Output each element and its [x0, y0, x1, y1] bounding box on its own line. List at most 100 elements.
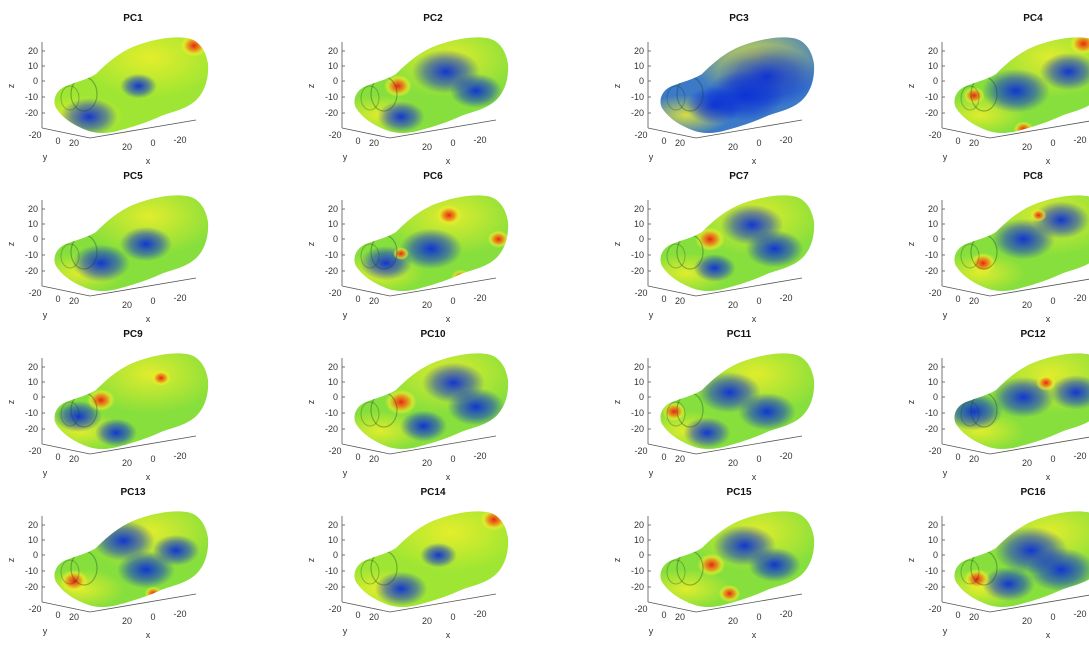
surface [660, 511, 815, 608]
surface [954, 353, 1089, 450]
y-tick-label: 0 [55, 136, 60, 146]
y-axis-label: y [43, 310, 48, 320]
z-axis-label: z [306, 241, 316, 246]
x-tick-label: 20 [422, 142, 432, 152]
x-tick-label: -20 [173, 451, 186, 461]
y-axis-label: y [649, 626, 654, 636]
y-tick-label: -20 [634, 288, 647, 298]
axes: 20 10 0 -10 -20 z -20 0 20 y 20 0 -20 x [612, 358, 803, 482]
z-tick-label: 0 [333, 392, 338, 402]
x-tick-label: 20 [122, 142, 132, 152]
y-tick-label: 20 [69, 138, 79, 148]
panel-pc6: PC6 20 10 0 -10 -20 z -20 0 20 y 20 0 -20 x [306, 171, 509, 324]
x-tick-label: 20 [122, 300, 132, 310]
z-tick-label: -20 [631, 582, 644, 592]
z-tick-label: -10 [25, 566, 38, 576]
z-tick-label: 10 [928, 61, 938, 71]
surface [660, 353, 815, 450]
y-tick-label: 0 [355, 610, 360, 620]
x-axis-label: x [446, 156, 451, 166]
y-tick-label: 0 [661, 294, 666, 304]
y-tick-label: -20 [928, 604, 941, 614]
axes: 20 10 0 -10 -20 z -20 0 20 y 20 0 -20 x [306, 200, 497, 324]
axes: 20 10 0 -10 -20 z -20 0 20 y 20 0 -20 x [6, 516, 197, 640]
x-tick-label: 0 [756, 138, 761, 148]
y-tick-label: 20 [369, 612, 379, 622]
y-tick-label: 0 [955, 294, 960, 304]
y-tick-label: 0 [661, 610, 666, 620]
z-tick-label: -10 [25, 92, 38, 102]
z-tick-label: -20 [325, 266, 338, 276]
z-tick-label: 0 [933, 234, 938, 244]
z-tick-label: 0 [639, 234, 644, 244]
z-tick-label: -10 [25, 250, 38, 260]
x-tick-label: -20 [1073, 451, 1086, 461]
x-axis-label: x [752, 472, 757, 482]
panel-pc7: PC7 20 10 0 -10 -20 z -20 0 20 y 20 0 -20 x [612, 171, 815, 324]
y-tick-label: 20 [969, 454, 979, 464]
y-axis-label: y [343, 310, 348, 320]
surface [54, 511, 209, 608]
z-tick-label: 10 [28, 61, 38, 71]
y-tick-label: -20 [634, 604, 647, 614]
z-tick-label: 0 [33, 76, 38, 86]
z-tick-label: -10 [631, 92, 644, 102]
panel-pc10: PC10 20 10 0 -10 -20 z -20 0 20 y 20 0 -20 x [306, 329, 509, 482]
axes: 20 10 0 -10 -20 z -20 0 20 y 20 0 -20 x [612, 516, 803, 640]
z-axis-label: z [906, 557, 916, 562]
z-tick-label: 10 [634, 535, 644, 545]
x-tick-label: -20 [473, 609, 486, 619]
x-tick-label: 20 [1022, 300, 1032, 310]
panel-title: PC15 [726, 487, 751, 498]
y-tick-label: -20 [634, 130, 647, 140]
x-axis-label: x [146, 472, 151, 482]
y-tick-label: 0 [55, 294, 60, 304]
x-tick-label: 20 [1022, 616, 1032, 626]
z-tick-label: -20 [25, 424, 38, 434]
z-tick-label: 10 [634, 377, 644, 387]
y-tick-label: 0 [55, 452, 60, 462]
x-tick-label: 0 [150, 138, 155, 148]
y-tick-label: 0 [661, 452, 666, 462]
z-tick-label: 20 [928, 204, 938, 214]
surface [54, 37, 209, 134]
x-axis-label: x [752, 156, 757, 166]
z-tick-label: -10 [631, 408, 644, 418]
axes: 20 10 0 -10 -20 z -20 0 20 y 20 0 -20 x [612, 200, 803, 324]
x-axis-label: x [446, 630, 451, 640]
x-tick-label: -20 [1073, 135, 1086, 145]
z-axis-label: z [306, 83, 316, 88]
z-axis-label: z [306, 557, 316, 562]
x-tick-label: 0 [756, 612, 761, 622]
z-tick-label: 20 [634, 362, 644, 372]
y-axis-label: y [649, 468, 654, 478]
x-tick-label: 20 [422, 616, 432, 626]
x-axis-label: x [146, 314, 151, 324]
z-tick-label: 10 [928, 535, 938, 545]
y-tick-label: 0 [955, 452, 960, 462]
y-tick-label: -20 [328, 130, 341, 140]
panel-pc3: PC3 20 10 0 -10 -20 z -20 0 20 y 20 0 -20 x [612, 13, 815, 166]
surface [954, 511, 1089, 608]
surface [354, 353, 509, 450]
y-axis-label: y [43, 468, 48, 478]
z-tick-label: -10 [25, 408, 38, 418]
z-tick-label: 0 [639, 392, 644, 402]
panel-title: PC16 [1020, 487, 1045, 498]
z-tick-label: -20 [631, 108, 644, 118]
y-tick-label: 20 [675, 138, 685, 148]
panel-pc4: PC4 20 10 0 -10 -20 z -20 0 20 y 20 0 -20 x [906, 13, 1089, 166]
z-axis-label: z [6, 557, 16, 562]
x-tick-label: 20 [728, 300, 738, 310]
z-tick-label: -10 [325, 408, 338, 418]
z-tick-label: 20 [328, 362, 338, 372]
z-tick-label: -10 [631, 250, 644, 260]
z-tick-label: 20 [634, 46, 644, 56]
surface [54, 353, 209, 450]
x-tick-label: 0 [1050, 138, 1055, 148]
y-tick-label: 20 [675, 296, 685, 306]
z-tick-label: 20 [328, 520, 338, 530]
panel-title: PC13 [120, 487, 145, 498]
axes: 20 10 0 -10 -20 z -20 0 20 y 20 0 -20 x [906, 200, 1089, 324]
y-tick-label: 20 [969, 612, 979, 622]
